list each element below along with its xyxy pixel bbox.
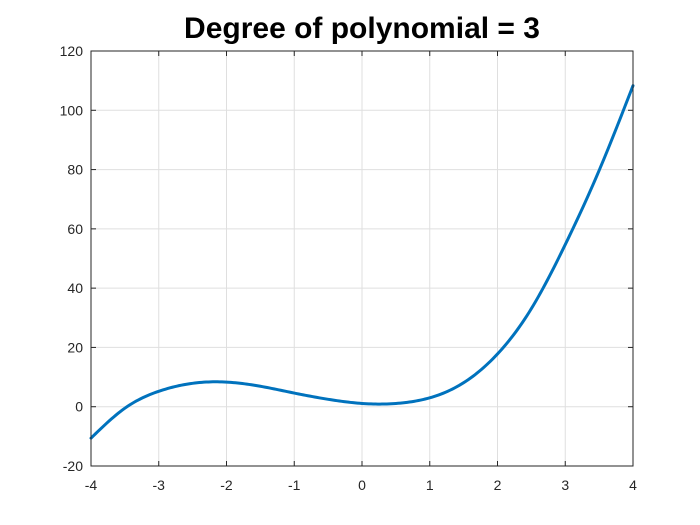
x-tick-label: -2 xyxy=(220,477,233,493)
x-tick-label: -3 xyxy=(153,477,166,493)
x-tick-label: 2 xyxy=(494,477,502,493)
y-tick-label: 80 xyxy=(67,162,83,178)
tick-marks xyxy=(90,50,634,467)
x-tick-labels: -4 -3 -2 -1 0 1 2 3 4 xyxy=(85,477,637,493)
y-tick-label: 100 xyxy=(60,102,84,118)
y-tick-label: 60 xyxy=(67,221,83,237)
x-tick-label: 3 xyxy=(561,477,569,493)
x-tick-label: -4 xyxy=(85,477,98,493)
chart-title: Degree of polynomial = 3 xyxy=(184,12,540,45)
x-tick-label: -1 xyxy=(288,477,301,493)
y-tick-label: 20 xyxy=(67,339,83,355)
x-tick-label: 0 xyxy=(358,477,366,493)
series-layer xyxy=(89,84,635,440)
y-tick-label: -20 xyxy=(63,458,83,474)
y-tick-labels: -20 0 20 40 60 80 100 120 xyxy=(60,43,84,474)
y-tick-label: 120 xyxy=(60,43,84,59)
x-tick-label: 1 xyxy=(426,477,434,493)
y-tick-label: 40 xyxy=(67,280,83,296)
x-tick-label: 4 xyxy=(629,477,637,493)
series-line xyxy=(89,84,635,440)
y-tick-label: 0 xyxy=(75,399,83,415)
